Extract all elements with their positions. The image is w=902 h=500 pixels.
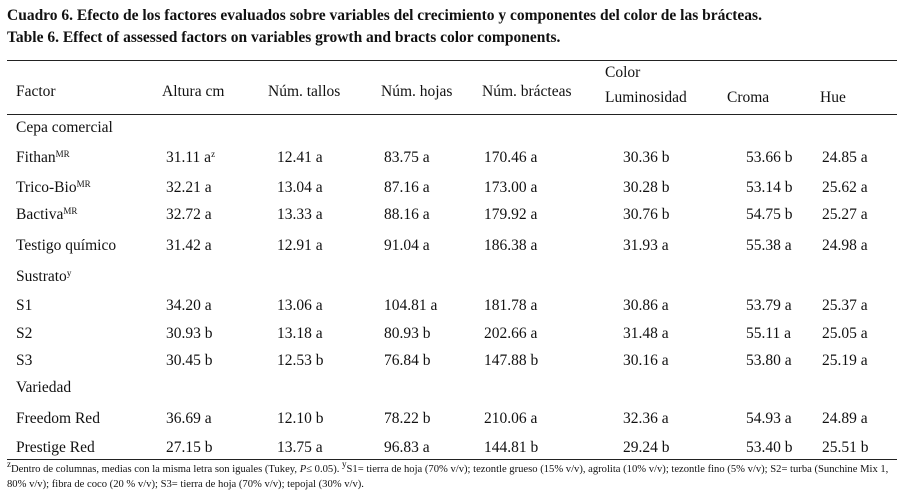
cell-bracteas: 147.88 b — [484, 352, 539, 369]
cell-factor: S1 — [16, 297, 33, 314]
section-variedad: Variedad — [16, 379, 72, 396]
cell-hue: 25.27 a — [822, 206, 868, 223]
cell-hojas: 83.75 a — [384, 149, 430, 166]
cell-tallos: 13.18 a — [277, 325, 323, 342]
cell-altura: 34.20 a — [166, 297, 212, 314]
cell-factor: Testigo químico — [16, 237, 117, 254]
table-header-rule — [7, 114, 897, 115]
cell-tallos: 12.10 b — [277, 410, 324, 427]
cell-luminosidad: 30.36 b — [623, 149, 670, 166]
cell-factor: S2 — [16, 325, 33, 342]
header-bracteas: Núm. brácteas — [482, 83, 572, 100]
cell-altura: 27.15 b — [166, 439, 213, 456]
cell-hue: 25.62 a — [822, 179, 868, 196]
cell-factor: FithanMR — [16, 149, 70, 166]
header-croma: Croma — [727, 89, 770, 106]
cell-hojas: 76.84 b — [384, 352, 431, 369]
header-hojas: Núm. hojas — [381, 83, 453, 100]
cell-luminosidad: 30.16 a — [623, 352, 669, 369]
cell-bracteas: 186.38 a — [484, 237, 538, 254]
cell-croma: 53.40 b — [746, 439, 793, 456]
cell-luminosidad: 30.76 b — [623, 206, 670, 223]
cell-croma: 53.66 b — [746, 149, 793, 166]
table-caption-spanish: Cuadro 6. Efecto de los factores evaluad… — [7, 7, 762, 24]
cell-hue: 25.05 a — [822, 325, 868, 342]
cell-tallos: 13.75 a — [277, 439, 323, 456]
cell-luminosidad: 30.86 a — [623, 297, 669, 314]
table-footnote: zDentro de columnas, medias con la misma… — [7, 459, 889, 491]
cell-bracteas: 144.81 b — [484, 439, 539, 456]
cell-altura: 31.42 a — [166, 237, 212, 254]
cell-bracteas: 173.00 a — [484, 179, 538, 196]
cell-luminosidad: 30.28 b — [623, 179, 670, 196]
cell-tallos: 12.91 a — [277, 237, 323, 254]
cell-luminosidad: 32.36 a — [623, 410, 669, 427]
section-sustrato: Sustratoy — [16, 268, 72, 285]
cell-croma: 53.80 a — [746, 352, 792, 369]
cell-tallos: 13.06 a — [277, 297, 323, 314]
cell-croma: 53.79 a — [746, 297, 792, 314]
cell-hojas: 80.93 b — [384, 325, 431, 342]
cell-croma: 53.14 b — [746, 179, 793, 196]
cell-factor: Trico-BioMR — [16, 179, 91, 196]
cell-factor: Freedom Red — [16, 410, 100, 427]
cell-hue: 25.19 a — [822, 352, 868, 369]
cell-hojas: 104.81 a — [384, 297, 438, 314]
cell-hojas: 88.16 a — [384, 206, 430, 223]
cell-tallos: 13.04 a — [277, 179, 323, 196]
header-color: Color — [605, 64, 641, 81]
cell-hue: 25.51 b — [822, 439, 869, 456]
cell-altura: 30.45 b — [166, 352, 213, 369]
cell-croma: 54.75 b — [746, 206, 793, 223]
cell-tallos: 12.41 a — [277, 149, 323, 166]
header-altura: Altura cm — [162, 83, 225, 100]
cell-bracteas: 210.06 a — [484, 410, 538, 427]
cell-hojas: 78.22 b — [384, 410, 431, 427]
table-bottom-rule — [7, 459, 897, 461]
section-cepa-comercial: Cepa comercial — [16, 119, 113, 136]
cell-hojas: 96.83 a — [384, 439, 430, 456]
cell-croma: 55.38 a — [746, 237, 792, 254]
cell-factor: BactivaMR — [16, 206, 78, 223]
cell-tallos: 12.53 b — [277, 352, 324, 369]
cell-bracteas: 202.66 a — [484, 325, 538, 342]
header-hue: Hue — [820, 89, 846, 106]
cell-luminosidad: 31.48 a — [623, 325, 669, 342]
header-tallos: Núm. tallos — [268, 83, 341, 100]
header-factor: Factor — [16, 83, 56, 100]
cell-altura: 36.69 a — [166, 410, 212, 427]
cell-hojas: 91.04 a — [384, 237, 430, 254]
table-top-rule — [7, 60, 897, 62]
cell-luminosidad: 29.24 b — [623, 439, 670, 456]
cell-altura: 32.21 a — [166, 179, 212, 196]
cell-bracteas: 181.78 a — [484, 297, 538, 314]
cell-bracteas: 170.46 a — [484, 149, 538, 166]
cell-altura: 30.93 b — [166, 325, 213, 342]
header-luminosidad: Luminosidad — [605, 89, 687, 106]
cell-luminosidad: 31.93 a — [623, 237, 669, 254]
cell-factor: Prestige Red — [16, 439, 95, 456]
cell-altura: 32.72 a — [166, 206, 212, 223]
cell-croma: 54.93 a — [746, 410, 792, 427]
cell-hojas: 87.16 a — [384, 179, 430, 196]
cell-hue: 24.98 a — [822, 237, 868, 254]
cell-hue: 25.37 a — [822, 297, 868, 314]
cell-factor: S3 — [16, 352, 33, 369]
cell-bracteas: 179.92 a — [484, 206, 538, 223]
cell-croma: 55.11 a — [746, 325, 792, 342]
cell-hue: 24.85 a — [822, 149, 868, 166]
cell-altura: 31.11 az — [166, 149, 216, 166]
cell-tallos: 13.33 a — [277, 206, 323, 223]
table-caption-english: Table 6. Effect of assessed factors on v… — [7, 29, 561, 46]
cell-hue: 24.89 a — [822, 410, 868, 427]
